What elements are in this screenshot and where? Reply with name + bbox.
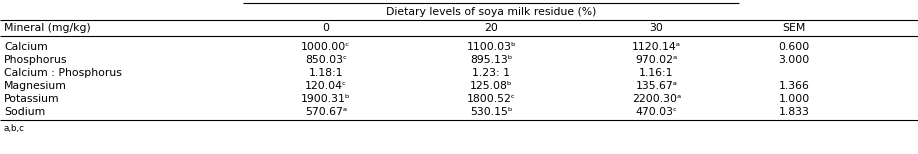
Text: 1.000: 1.000 [778,94,810,104]
Text: 135.67ᵃ: 135.67ᵃ [635,81,677,91]
Text: 1.833: 1.833 [778,107,810,117]
Text: 3.000: 3.000 [778,55,810,65]
Text: 850.03ᶜ: 850.03ᶜ [305,55,347,65]
Text: Sodium: Sodium [4,107,45,117]
Text: Calcium: Calcium [4,42,48,52]
Text: Calcium : Phosphorus: Calcium : Phosphorus [4,68,122,78]
Text: 895.13ᵇ: 895.13ᵇ [470,55,512,65]
Text: 1100.03ᵇ: 1100.03ᵇ [466,42,516,52]
Text: 0.600: 0.600 [778,42,810,52]
Text: Phosphorus: Phosphorus [4,55,68,65]
Text: 530.15ᵇ: 530.15ᵇ [470,107,512,117]
Text: 1800.52ᶜ: 1800.52ᶜ [466,94,516,104]
Text: Dietary levels of soya milk residue (%): Dietary levels of soya milk residue (%) [386,7,597,17]
Text: 1000.00ᶜ: 1000.00ᶜ [301,42,351,52]
Text: 1120.14ᵃ: 1120.14ᵃ [632,42,681,52]
Text: 570.67ᵃ: 570.67ᵃ [305,107,347,117]
Text: 20: 20 [484,23,498,33]
Text: Mineral (mg/kg): Mineral (mg/kg) [4,23,91,33]
Text: 125.08ᵇ: 125.08ᵇ [470,81,512,91]
Text: 1.23: 1: 1.23: 1 [472,68,510,78]
Text: 970.02ᵃ: 970.02ᵃ [635,55,677,65]
Text: Potassium: Potassium [4,94,60,104]
Text: 1900.31ᵇ: 1900.31ᵇ [301,94,351,104]
Text: Magnesium: Magnesium [4,81,67,91]
Text: SEM: SEM [782,23,806,33]
Text: 2200.30ᵃ: 2200.30ᵃ [632,94,681,104]
Text: 1.16:1: 1.16:1 [639,68,674,78]
Text: a,b,c: a,b,c [4,124,25,134]
Text: 120.04ᶜ: 120.04ᶜ [305,81,347,91]
Text: 30: 30 [649,23,664,33]
Text: 1.366: 1.366 [778,81,810,91]
Text: 470.03ᶜ: 470.03ᶜ [635,107,677,117]
Text: 1.18:1: 1.18:1 [308,68,343,78]
Text: 0: 0 [322,23,330,33]
